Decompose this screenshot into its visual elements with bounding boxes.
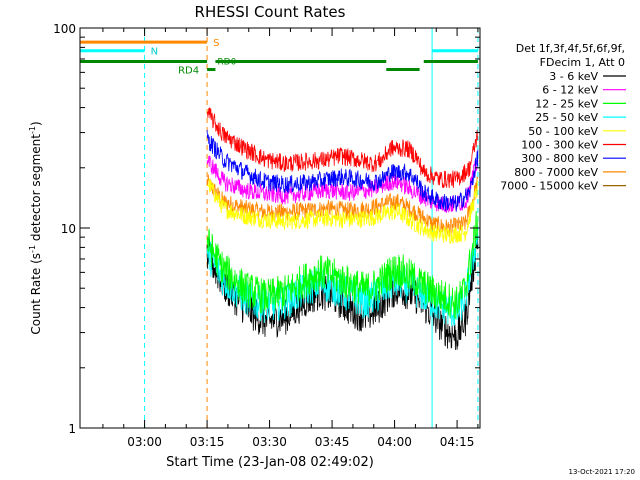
y-label-part-2: detector segment bbox=[29, 134, 43, 245]
chart-title: RHESSI Count Rates bbox=[195, 3, 346, 21]
bar-n-label: N bbox=[151, 47, 158, 58]
legend-header-line-1: Det 1f,3f,4f,5f,6f,9f, bbox=[516, 42, 625, 55]
legend-label-0: 3 - 6 keV bbox=[549, 70, 598, 83]
legend-header-line-2: FDecim 1, Att 0 bbox=[540, 56, 625, 69]
x-axis-label: Start Time (23-Jan-08 02:49:02) bbox=[166, 455, 374, 470]
series-group bbox=[206, 107, 479, 351]
series-line-4 bbox=[206, 178, 478, 244]
legend-label-5: 100 - 300 keV bbox=[521, 139, 598, 152]
y-label-sup-2: -1 bbox=[28, 126, 37, 134]
legend-label-8: 7000 - 15000 keV bbox=[500, 180, 598, 193]
y-label-part-3: ) bbox=[29, 121, 43, 126]
y-tick-label-1: 10 bbox=[61, 222, 76, 236]
series-line-1 bbox=[206, 155, 479, 213]
y-axis-label: Count Rate (s-1 detector segment-1) bbox=[28, 121, 43, 334]
bar-rd4-label: RD4 bbox=[178, 66, 199, 77]
x-tick-label-0: 03:00 bbox=[127, 435, 162, 449]
legend-label-3: 25 - 50 keV bbox=[535, 111, 598, 124]
legend-label-4: 50 - 100 keV bbox=[528, 125, 598, 138]
state-bars: S N RD0 RD4 bbox=[80, 38, 478, 77]
legend-label-2: 12 - 25 keV bbox=[535, 97, 598, 110]
y-tick-label-0: 1 bbox=[68, 422, 76, 436]
x-tick-label-3: 03:45 bbox=[315, 435, 350, 449]
x-tick-label-1: 03:15 bbox=[190, 435, 225, 449]
y-tick-label-2: 100 bbox=[53, 22, 76, 36]
series-line-2 bbox=[206, 210, 479, 320]
x-axis: 03:00 03:15 03:30 03:45 04:00 04:15 bbox=[102, 28, 479, 449]
x-tick-label-2: 03:30 bbox=[252, 435, 287, 449]
x-tick-label-5: 04:15 bbox=[440, 435, 475, 449]
y-axis: 1 10 100 bbox=[53, 22, 480, 436]
legend-label-1: 6 - 12 keV bbox=[542, 84, 598, 97]
y-label-sup-1: -1 bbox=[28, 245, 37, 253]
series-line-7 bbox=[206, 174, 479, 237]
legend-label-7: 800 - 7000 keV bbox=[514, 166, 598, 179]
series-line-5 bbox=[206, 107, 479, 189]
legend-label-6: 300 - 800 keV bbox=[521, 152, 598, 165]
bar-rd0-label: RD0 bbox=[217, 57, 236, 67]
legend: Det 1f,3f,4f,5f,6f,9f, FDecim 1, Att 0 3… bbox=[500, 42, 626, 193]
series-line-6 bbox=[206, 129, 479, 212]
footer-timestamp: 13-Oct-2021 17:20 bbox=[569, 468, 635, 476]
bar-s-label: S bbox=[213, 38, 219, 49]
y-label-part-1: Count Rate (s bbox=[29, 253, 43, 335]
x-tick-label-4: 04:00 bbox=[377, 435, 412, 449]
